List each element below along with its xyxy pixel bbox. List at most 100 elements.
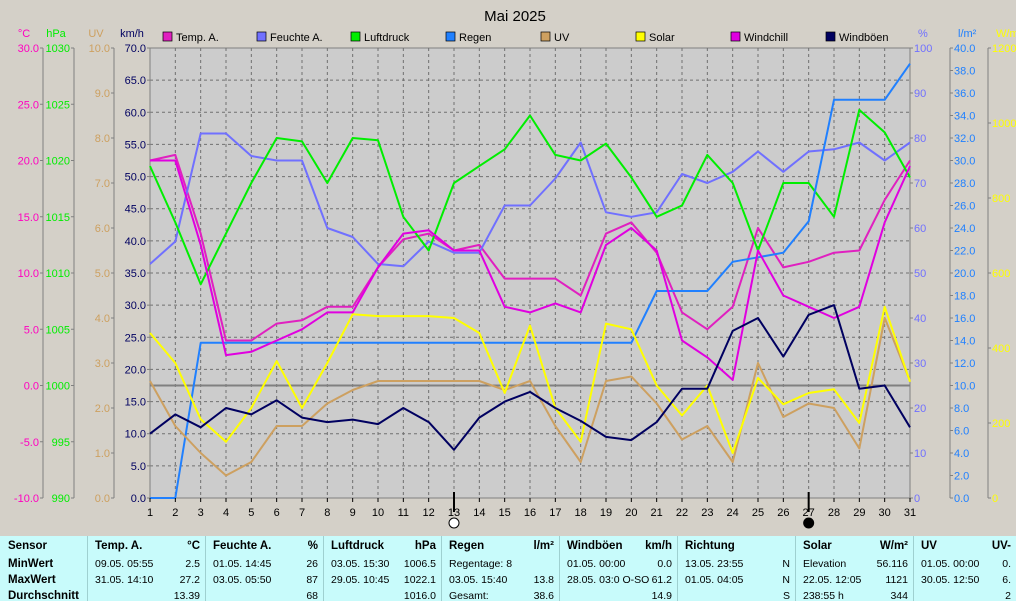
pressure-tick-label: 1020 bbox=[46, 156, 70, 168]
uv-tick-label: 3.0 bbox=[95, 358, 110, 370]
legend-label: Windchill bbox=[744, 32, 788, 44]
solar-tick-label: 600 bbox=[992, 268, 1010, 280]
legend-swatch bbox=[540, 31, 551, 42]
x-tick-label: 24 bbox=[727, 507, 739, 519]
panel-row-label: 03.05. 15:40 bbox=[449, 574, 508, 586]
pressure-tick-label: 1015 bbox=[46, 212, 70, 224]
legend-label: Feuchte A. bbox=[270, 32, 323, 44]
uv-tick-label: 5.0 bbox=[95, 268, 110, 280]
humidity-tick-label: 40 bbox=[914, 313, 926, 325]
panel-row-value: 56.116 bbox=[876, 558, 908, 570]
wind-tick-label: 0.0 bbox=[131, 493, 146, 505]
panel-unit: l/m² bbox=[533, 540, 554, 552]
series-luftdruck bbox=[149, 108, 911, 286]
humidity-tick-label: 10 bbox=[914, 448, 926, 460]
uv-tick-label: 1.0 bbox=[95, 448, 110, 460]
x-tick-label: 8 bbox=[324, 507, 330, 519]
temp-tick-label: 25.0 bbox=[18, 99, 39, 111]
panel-row-value: 38.6 bbox=[533, 590, 554, 601]
pressure-tick-label: 1000 bbox=[46, 381, 70, 393]
x-tick-label: 12 bbox=[423, 507, 435, 519]
x-tick-label: 5 bbox=[248, 507, 254, 519]
panel-unit: UV- bbox=[991, 540, 1011, 552]
uv-tick-label: 2.0 bbox=[95, 403, 110, 415]
panel-row-label: 01.05. 14:45 bbox=[213, 558, 272, 570]
panel-row-value: 26 bbox=[306, 558, 318, 570]
wind-tick-label: 15.0 bbox=[125, 397, 146, 409]
x-tick-label: 15 bbox=[499, 507, 511, 519]
solar-tick-label: 200 bbox=[992, 418, 1010, 430]
humidity-tick-label: 30 bbox=[914, 358, 926, 370]
rain-tick-label: 20.0 bbox=[954, 268, 975, 280]
panel-row-label: 01.05. 00:00 bbox=[567, 558, 626, 570]
panel-row-value: 2 bbox=[1005, 590, 1011, 601]
solar-tick-label: 1000 bbox=[992, 118, 1016, 130]
temp-tick-label: -10.0 bbox=[14, 493, 39, 505]
panel-row-value: N bbox=[782, 574, 790, 586]
temp-tick-label: 20.0 bbox=[18, 156, 39, 168]
panel-title: Luftdruck bbox=[331, 540, 385, 552]
temp-unit-label: °C bbox=[18, 28, 30, 40]
rain-tick-label: 0.0 bbox=[954, 493, 969, 505]
x-tick-label: 1 bbox=[147, 507, 153, 519]
new-moon-icon bbox=[803, 517, 815, 529]
panel-title: Feuchte A. bbox=[213, 540, 272, 552]
axes: -10.0 -5.0 0.0 5.0 10.0 15.0 20.0 25.0 30.0 990 99… bbox=[14, 43, 1016, 505]
panel-row-label: 01.05. 00:00 bbox=[921, 558, 980, 570]
temp-tick-label: 10.0 bbox=[18, 268, 39, 280]
x-tick-label: 9 bbox=[350, 507, 356, 519]
panel-row-value: 1121 bbox=[885, 574, 908, 586]
stats-panel-feuchte-a-: Feuchte A.% 01.05. 14:45 26 03.05. 05:50 87 6… bbox=[205, 536, 324, 601]
humidity-tick-label: 0 bbox=[914, 493, 920, 505]
x-axis: 1 2 3 4 5 6 7 8 9 10 11 12 13 14 15 16 17 18 19 20 21 22 23 24 2… bbox=[147, 492, 916, 529]
legend-swatch bbox=[256, 31, 267, 42]
humidity-tick-label: 50 bbox=[914, 268, 926, 280]
solar-tick-label: 1200 bbox=[992, 43, 1016, 55]
series-feuchte-a- bbox=[149, 132, 911, 268]
x-tick-label: 29 bbox=[853, 507, 865, 519]
rain-tick-label: 2.0 bbox=[954, 471, 969, 483]
sensor-column: Sensor MinWert MaxWert Durchschnitt bbox=[0, 536, 87, 601]
panel-unit: % bbox=[307, 540, 318, 552]
wind-tick-label: 70.0 bbox=[125, 43, 146, 55]
grid-lines bbox=[150, 48, 910, 498]
wind-tick-label: 40.0 bbox=[125, 236, 146, 248]
panel-row-value: 27.2 bbox=[179, 574, 200, 586]
x-tick-label: 13 bbox=[448, 507, 460, 519]
panel-row-label: 31.05. 14:10 bbox=[95, 574, 154, 586]
legend-label: Solar bbox=[649, 32, 675, 44]
max-label: MaxWert bbox=[8, 574, 56, 586]
legend-label: Windböen bbox=[839, 32, 889, 44]
wind-unit-label: km/h bbox=[120, 28, 144, 40]
solar-tick-label: 0 bbox=[992, 493, 998, 505]
rain-tick-label: 40.0 bbox=[954, 43, 975, 55]
x-tick-label: 20 bbox=[625, 507, 637, 519]
rain-tick-label: 12.0 bbox=[954, 358, 975, 370]
panel-row-value: 2.5 bbox=[185, 558, 200, 570]
statistics-panel: Sensor MinWert MaxWert Durchschnitt Temp… bbox=[0, 536, 1016, 601]
panel-row-label: 03.05. 15:30 bbox=[331, 558, 390, 570]
temp-tick-label: 0.0 bbox=[24, 381, 39, 393]
wind-tick-label: 25.0 bbox=[125, 332, 146, 344]
panel-row-label: 01.05. 04:05 bbox=[685, 574, 744, 586]
panel-row-label: 30.05. 12:50 bbox=[921, 574, 980, 586]
humidity-tick-label: 70 bbox=[914, 178, 926, 190]
uv-tick-label: 4.0 bbox=[95, 313, 110, 325]
stats-panel-windb-en: Windböen km/h 01.05. 00:00 0.0 28.05. 03:0 O… bbox=[559, 536, 678, 601]
legend-swatch bbox=[825, 31, 836, 42]
rain-tick-label: 16.0 bbox=[954, 313, 975, 325]
panel-row-label: 22.05. 12:05 bbox=[803, 574, 862, 586]
wind-tick-label: 35.0 bbox=[125, 268, 146, 280]
stats-panel-solar: Solar W/m² Elevation 56.116 22.05. 12:05 1121… bbox=[795, 536, 914, 601]
panel-row-label: 13.05. 23:55 bbox=[685, 558, 744, 570]
rain-tick-label: 10.0 bbox=[954, 381, 975, 393]
panel-title: Temp. A. bbox=[95, 540, 143, 552]
wind-tick-label: 65.0 bbox=[125, 75, 146, 87]
series-solar bbox=[149, 305, 911, 454]
avg-label: Durchschnitt bbox=[8, 590, 79, 601]
panel-unit: °C bbox=[187, 540, 200, 552]
panel-row-value: 13.8 bbox=[533, 574, 554, 586]
full-moon-icon bbox=[448, 517, 460, 529]
panel-row-value: 87 bbox=[306, 574, 318, 586]
uv-tick-label: 10.0 bbox=[89, 43, 110, 55]
